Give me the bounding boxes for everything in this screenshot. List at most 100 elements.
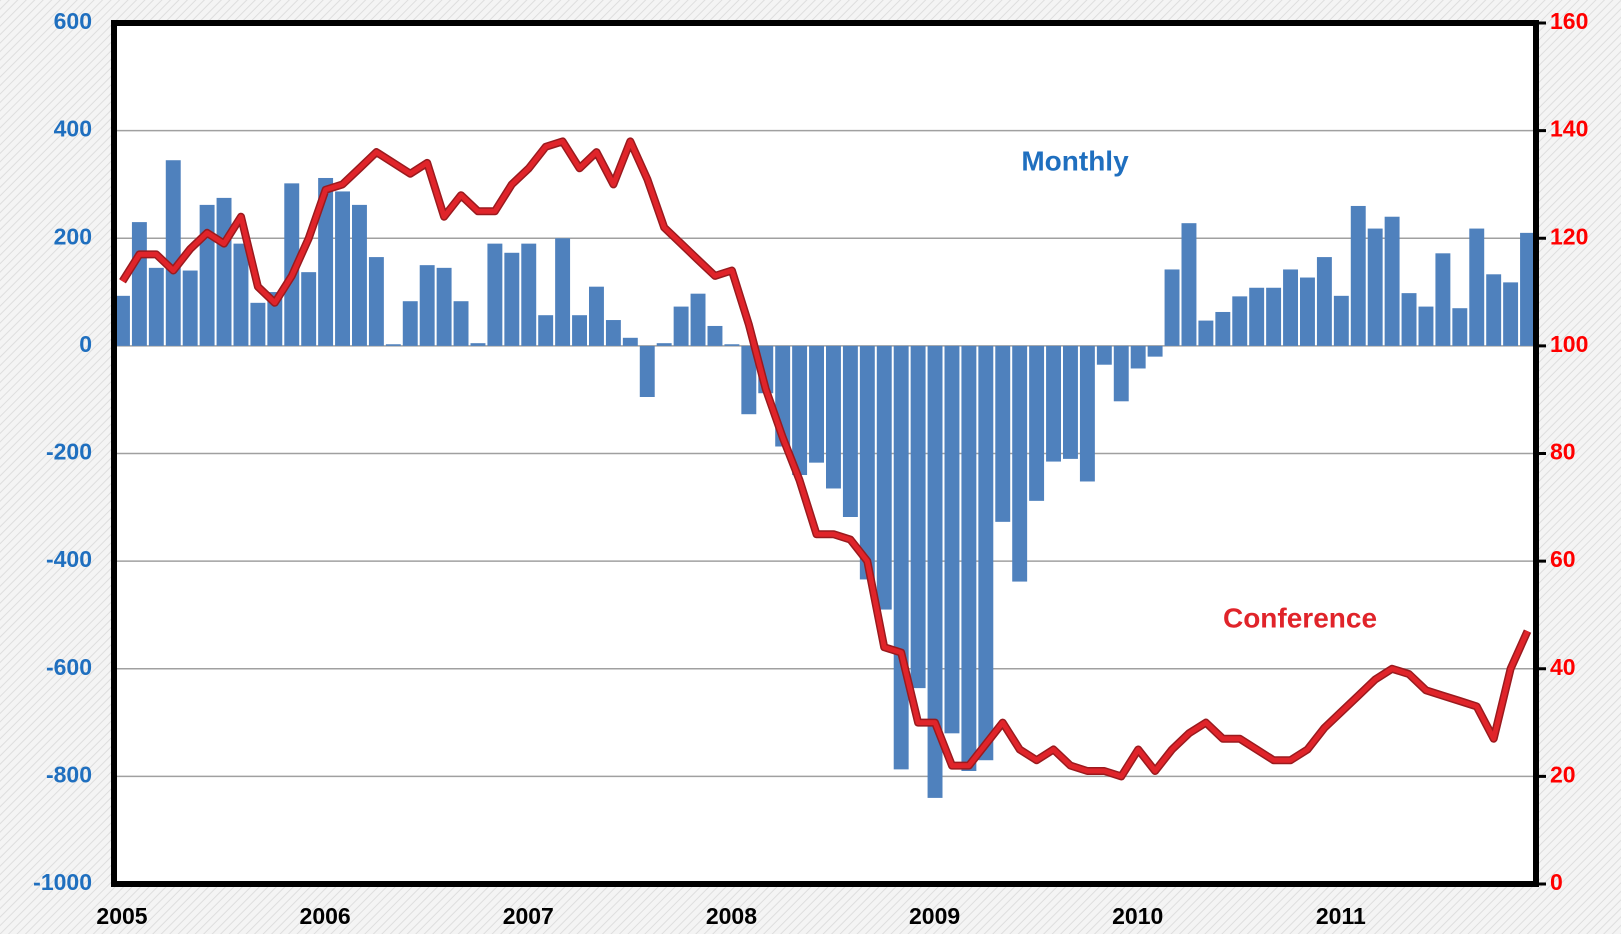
bar [284, 183, 300, 346]
y-tick-label: -1000 [33, 869, 92, 895]
bar [1384, 216, 1400, 346]
bar [301, 272, 317, 346]
bar [115, 295, 130, 346]
bar [148, 267, 164, 346]
bar [538, 315, 554, 346]
bar [470, 343, 486, 346]
y2-tick-label: 100 [1550, 331, 1588, 357]
bar [233, 243, 249, 346]
bar [165, 160, 181, 346]
bar [1215, 311, 1231, 346]
series-label: Monthly [1021, 145, 1129, 176]
y-tick-label: 400 [54, 116, 92, 142]
bar [1333, 295, 1349, 346]
bar [182, 270, 198, 346]
bar [1029, 345, 1045, 501]
y-tick-label: 0 [79, 331, 92, 357]
bar [639, 345, 655, 397]
y-tick-label: -800 [46, 761, 92, 787]
bar [792, 345, 808, 476]
bar [1079, 345, 1095, 482]
x-tick-label: 2009 [909, 903, 960, 929]
bar [1198, 320, 1214, 346]
bar [1063, 345, 1078, 459]
bar [1232, 296, 1248, 346]
bar [1283, 269, 1298, 346]
bar [318, 177, 334, 346]
y-tick-label: -600 [46, 654, 92, 680]
bar [1096, 345, 1112, 365]
y-tick-label: -200 [46, 439, 92, 465]
bar [572, 315, 587, 346]
bar [1300, 277, 1315, 346]
bar [605, 320, 621, 346]
y2-tick-label: 60 [1550, 546, 1576, 572]
bar [826, 345, 841, 489]
bar [216, 197, 232, 346]
bar [622, 337, 638, 346]
bar [1452, 308, 1468, 346]
bar [910, 345, 926, 689]
bar [402, 301, 418, 346]
bar [741, 345, 757, 415]
bar [436, 267, 452, 346]
bar [335, 191, 350, 346]
bar [1181, 223, 1197, 346]
bar [1520, 232, 1535, 346]
bar [1046, 345, 1061, 462]
bar [453, 301, 469, 346]
bar [724, 344, 740, 346]
bar [1266, 287, 1282, 346]
bar [250, 302, 266, 346]
y2-tick-label: 140 [1550, 116, 1588, 142]
bar [1503, 282, 1519, 346]
bar [690, 293, 706, 346]
bar [1401, 293, 1417, 346]
bar [487, 243, 503, 346]
x-tick-label: 2007 [503, 903, 554, 929]
bar [199, 204, 215, 346]
y2-tick-label: 120 [1550, 223, 1588, 249]
x-tick-label: 2010 [1112, 903, 1163, 929]
bar [1147, 345, 1163, 357]
bar [385, 344, 401, 346]
bar [1469, 228, 1485, 346]
bar [1249, 287, 1265, 346]
bar [1012, 345, 1028, 582]
x-tick-label: 2006 [300, 903, 351, 929]
y-tick-label: -400 [46, 546, 92, 572]
bar [1113, 345, 1129, 402]
bar [876, 345, 892, 610]
bar [131, 222, 147, 346]
x-tick-label: 2008 [706, 903, 757, 929]
y2-tick-label: 0 [1550, 869, 1563, 895]
y2-tick-label: 160 [1550, 8, 1588, 34]
bar [944, 345, 960, 734]
bar [589, 286, 604, 346]
bar [842, 345, 858, 517]
bar [368, 257, 384, 346]
bar [267, 292, 283, 346]
bar [555, 238, 571, 346]
bar [1435, 253, 1451, 346]
bar [1418, 306, 1434, 346]
bar [1486, 274, 1502, 346]
bar [893, 345, 909, 770]
y2-tick-label: 20 [1550, 761, 1576, 787]
x-tick-label: 2005 [96, 903, 147, 929]
bar [1130, 345, 1146, 369]
line [120, 138, 1530, 779]
bar [656, 343, 672, 346]
bar [1316, 257, 1332, 346]
bar [1367, 228, 1383, 346]
bar [673, 306, 689, 346]
bar [978, 345, 994, 761]
bar [927, 345, 943, 798]
x-tick-label: 2011 [1316, 903, 1366, 929]
y-tick-label: 600 [54, 8, 92, 34]
y2-tick-label: 40 [1550, 654, 1576, 680]
y-tick-label: 200 [54, 223, 92, 249]
bar [1164, 269, 1180, 346]
y2-tick-label: 80 [1550, 439, 1576, 465]
